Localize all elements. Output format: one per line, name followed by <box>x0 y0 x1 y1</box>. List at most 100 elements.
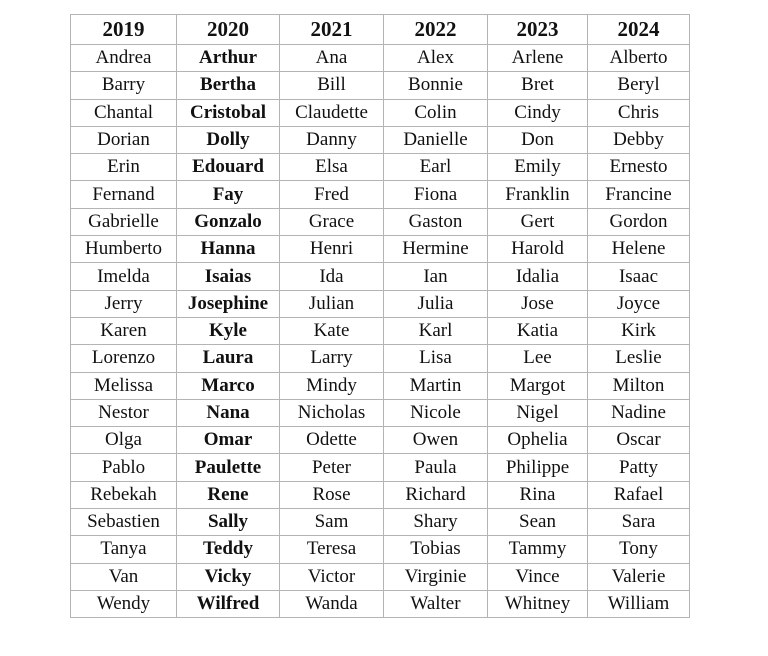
name-cell: Jose <box>487 289 588 318</box>
name-cell: Peter <box>279 453 384 482</box>
name-cell: Grace <box>279 207 384 237</box>
name-cell: Dolly <box>176 125 280 155</box>
name-cell: Mindy <box>279 371 384 400</box>
name-cell: Jerry <box>70 289 177 318</box>
name-cell: Katia <box>487 316 588 346</box>
table-row: Wendy Wilfred Wanda Walter Whitney William <box>70 589 690 619</box>
table-row: Pablo Paulette Peter Paula Philippe Patty <box>70 453 690 482</box>
name-cell: Oscar <box>587 426 690 455</box>
table-row: Andrea Arthur Ana Alex Arlene Alberto <box>70 43 690 73</box>
column-header-2019: 2019 <box>70 14 177 45</box>
name-cell: Melissa <box>70 371 177 400</box>
name-cell: Lorenzo <box>70 344 177 373</box>
table-row: Dorian Dolly Danny Danielle Don Debby <box>70 125 690 155</box>
name-cell: Teresa <box>279 535 384 564</box>
name-cell: Richard <box>383 480 488 510</box>
name-cell: Owen <box>383 426 488 455</box>
name-cell: Danny <box>279 125 384 155</box>
table-row: Van Vicky Victor Virginie Vince Valerie <box>70 562 690 591</box>
name-cell: Walter <box>383 589 488 619</box>
name-cell: Sally <box>176 508 280 537</box>
name-cell: Martin <box>383 371 488 400</box>
name-cell: Erin <box>70 153 177 182</box>
name-cell: Fred <box>279 180 384 209</box>
name-cell: Philippe <box>487 453 588 482</box>
name-cell: Nigel <box>487 398 588 428</box>
name-cell: Nestor <box>70 398 177 428</box>
name-cell: Larry <box>279 344 384 373</box>
name-cell: Andrea <box>70 43 177 73</box>
table-row: Barry Bertha Bill Bonnie Bret Beryl <box>70 71 690 100</box>
name-cell: Lisa <box>383 344 488 373</box>
name-cell: Sam <box>279 508 384 537</box>
name-cell: Isaac <box>587 262 690 291</box>
name-cell: Gordon <box>587 207 690 237</box>
name-cell: Joyce <box>587 289 690 318</box>
name-cell: Sean <box>487 508 588 537</box>
table-row: Fernand Fay Fred Fiona Franklin Francine <box>70 180 690 209</box>
table-row: Imelda Isaias Ida Ian Idalia Isaac <box>70 262 690 291</box>
name-cell: Helene <box>587 235 690 264</box>
name-cell: Julian <box>279 289 384 318</box>
name-cell: Fay <box>176 180 280 209</box>
name-cell: Kyle <box>176 316 280 346</box>
name-cell: Shary <box>383 508 488 537</box>
table-row: Rebekah Rene Rose Richard Rina Rafael <box>70 480 690 510</box>
table-row: Chantal Cristobal Claudette Colin Cindy Chris <box>70 98 690 127</box>
column-header-2020: 2020 <box>176 14 280 45</box>
name-cell: Leslie <box>587 344 690 373</box>
name-cell: Tammy <box>487 535 588 564</box>
name-cell: Gabrielle <box>70 207 177 237</box>
name-cell: William <box>587 589 690 619</box>
name-cell: Alberto <box>587 43 690 73</box>
name-cell: Odette <box>279 426 384 455</box>
column-header-2024: 2024 <box>587 14 690 45</box>
name-cell: Virginie <box>383 562 488 591</box>
name-cell: Hanna <box>176 235 280 264</box>
name-cell: Bertha <box>176 71 280 100</box>
name-cell: Ida <box>279 262 384 291</box>
table-row: Gabrielle Gonzalo Grace Gaston Gert Gordon <box>70 207 690 237</box>
name-cell: Isaias <box>176 262 280 291</box>
name-cell: Colin <box>383 98 488 127</box>
name-cell: Cristobal <box>176 98 280 127</box>
name-cell: Laura <box>176 344 280 373</box>
name-cell: Whitney <box>487 589 588 619</box>
name-cell: Paula <box>383 453 488 482</box>
name-cell: Olga <box>70 426 177 455</box>
name-cell: Chris <box>587 98 690 127</box>
name-cell: Teddy <box>176 535 280 564</box>
name-cell: Dorian <box>70 125 177 155</box>
column-header-2023: 2023 <box>487 14 588 45</box>
name-cell: Rafael <box>587 480 690 510</box>
name-cell: Wilfred <box>176 589 280 619</box>
table-row: Jerry Josephine Julian Julia Jose Joyce <box>70 289 690 318</box>
name-cell: Ophelia <box>487 426 588 455</box>
name-cell: Franklin <box>487 180 588 209</box>
name-cell: Victor <box>279 562 384 591</box>
name-cell: Claudette <box>279 98 384 127</box>
table-row: Nestor Nana Nicholas Nicole Nigel Nadine <box>70 398 690 428</box>
name-cell: Vince <box>487 562 588 591</box>
name-cell: Emily <box>487 153 588 182</box>
table-row: Melissa Marco Mindy Martin Margot Milton <box>70 371 690 400</box>
name-cell: Ernesto <box>587 153 690 182</box>
name-cell: Wendy <box>70 589 177 619</box>
name-cell: Elsa <box>279 153 384 182</box>
column-header-2022: 2022 <box>383 14 488 45</box>
name-cell: Van <box>70 562 177 591</box>
name-cell: Vicky <box>176 562 280 591</box>
name-cell: Sara <box>587 508 690 537</box>
name-cell: Ian <box>383 262 488 291</box>
name-cell: Chantal <box>70 98 177 127</box>
name-cell: Fiona <box>383 180 488 209</box>
name-cell: Tanya <box>70 535 177 564</box>
name-cell: Gert <box>487 207 588 237</box>
name-cell: Patty <box>587 453 690 482</box>
name-cell: Margot <box>487 371 588 400</box>
table-row: Erin Edouard Elsa Earl Emily Ernesto <box>70 153 690 182</box>
name-cell: Henri <box>279 235 384 264</box>
name-cell: Pablo <box>70 453 177 482</box>
name-cell: Imelda <box>70 262 177 291</box>
name-cell: Harold <box>487 235 588 264</box>
